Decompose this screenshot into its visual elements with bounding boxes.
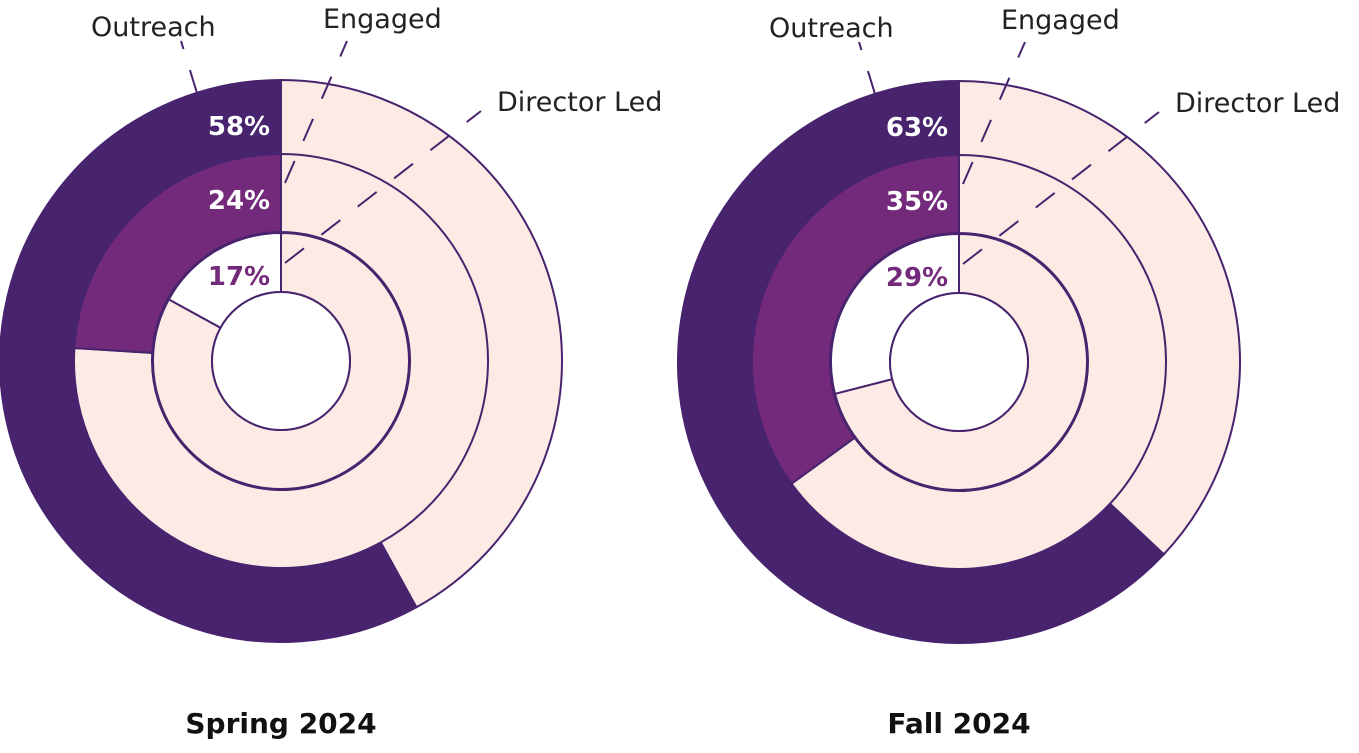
ring-label-outreach: Outreach	[91, 12, 216, 43]
data-label-director-led: 17%	[208, 262, 270, 292]
leader-line-outreach	[858, 41, 876, 95]
chart-title: Fall 2024	[887, 707, 1030, 740]
data-label-outreach: 63%	[886, 113, 948, 143]
ring-label-director-led: Director Led	[1175, 88, 1340, 119]
leader-line-director-led	[962, 111, 1160, 265]
chart-title: Spring 2024	[185, 707, 376, 740]
ring-label-engaged: Engaged	[1001, 5, 1120, 36]
ring-label-engaged: Engaged	[323, 4, 442, 35]
ring-label-director-led: Director Led	[497, 87, 662, 118]
center-hole	[889, 292, 1029, 432]
data-label-outreach: 58%	[208, 112, 270, 142]
leader-line-director-led	[284, 110, 482, 264]
data-label-engaged: 35%	[886, 187, 948, 217]
chart-spring-2024: Outreach 58% Engaged 24% Director Led 17% Spri…	[0, 4, 662, 740]
center-hole	[211, 291, 351, 431]
ring-label-outreach: Outreach	[769, 13, 894, 44]
data-label-engaged: 24%	[208, 186, 270, 216]
chart-fall-2024: Outreach 63% Engaged 35% Director Led 29% Fall…	[677, 5, 1340, 740]
data-label-director-led: 29%	[886, 263, 948, 293]
leader-line-outreach	[180, 40, 198, 94]
